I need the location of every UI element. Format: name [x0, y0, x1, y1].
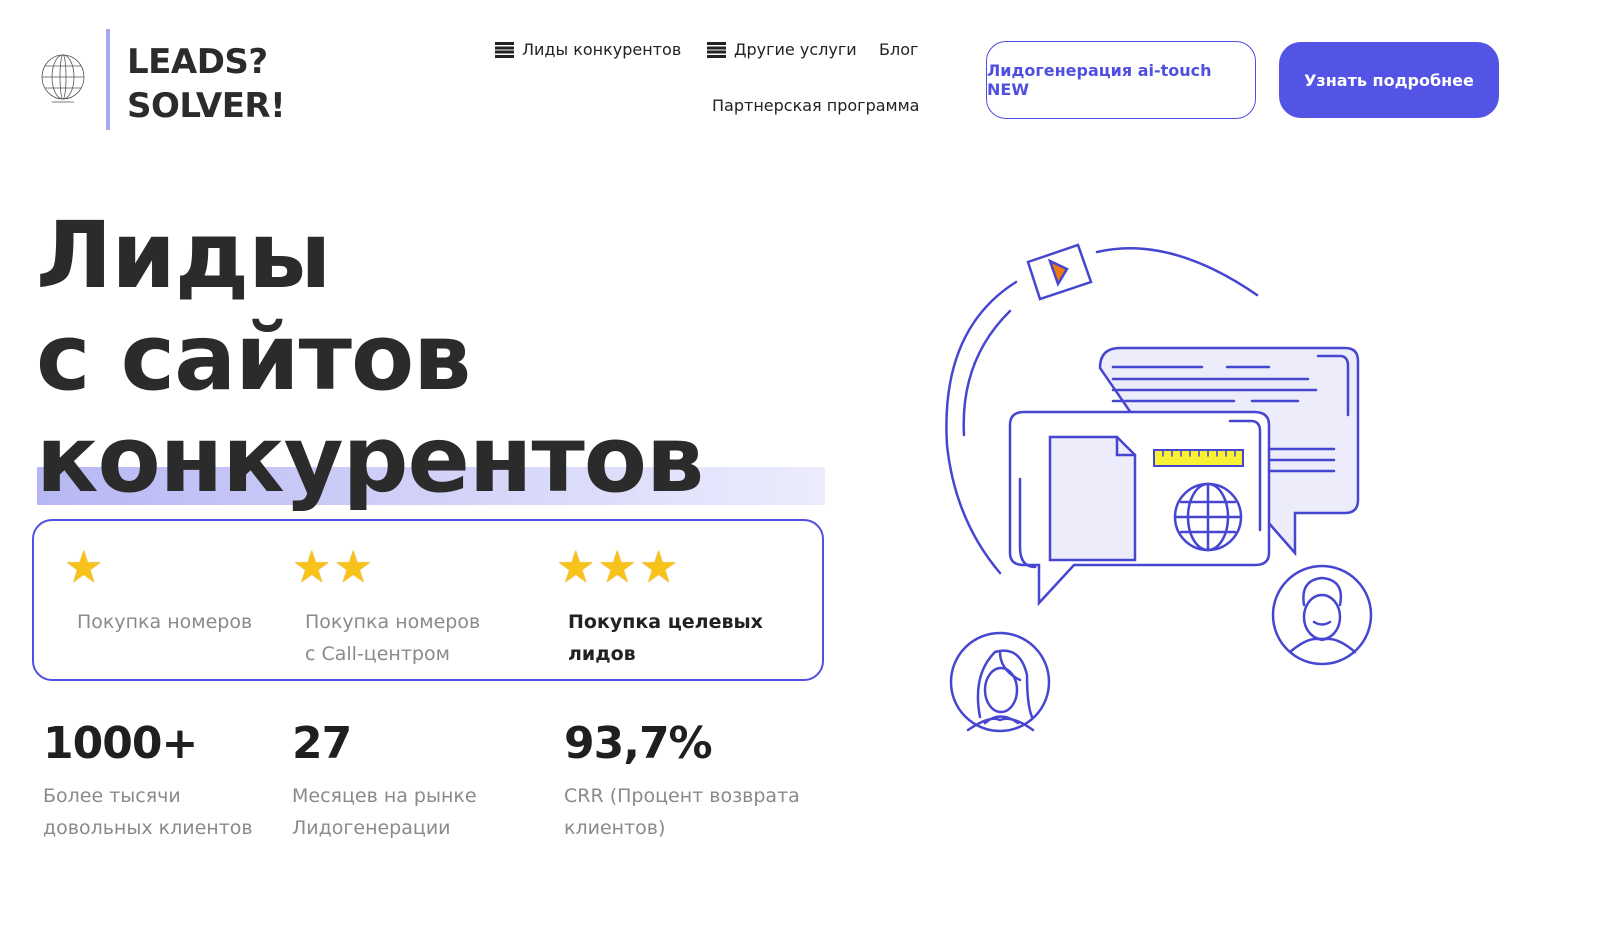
- rating-1-star: ★: [64, 546, 103, 590]
- stat-caption: Месяцев на рынке Лидогенерации: [292, 780, 477, 844]
- nav-other-services[interactable]: Другие услуги: [707, 40, 857, 59]
- page-title: Лиды с сайтов конкурентов: [36, 202, 704, 513]
- level-text: лидов: [568, 643, 636, 665]
- menu-icon: [707, 41, 726, 58]
- nav-label: Партнерская программа: [712, 96, 920, 115]
- stat-value: 1000+: [43, 718, 198, 769]
- stat-text: довольных клиентов: [43, 817, 253, 839]
- star-icon: ★: [597, 542, 637, 593]
- hero-illustration: [900, 220, 1400, 744]
- user-avatar-female: [949, 631, 1051, 733]
- rating-2-stars: ★ ★: [292, 546, 373, 590]
- star-icon: ★: [638, 542, 679, 593]
- logo-line: SOLVER!: [127, 86, 286, 126]
- nav-label: Другие услуги: [734, 40, 857, 59]
- logo-divider: [106, 29, 110, 130]
- level-text: с Call-центром: [305, 643, 450, 665]
- level-label: Покупка номеров: [77, 606, 252, 638]
- level-text: Покупка целевых: [568, 611, 763, 633]
- title-highlight: [37, 467, 825, 505]
- star-icon: ★: [64, 542, 104, 593]
- title-line: с сайтов: [36, 304, 471, 411]
- stat-text: Месяцев на рынке: [292, 785, 477, 807]
- learn-more-button[interactable]: Узнать подробнее: [1279, 42, 1499, 118]
- video-icon: [1026, 243, 1093, 301]
- logo[interactable]: LEADS? SOLVER!: [127, 40, 286, 128]
- nav-label: Блог: [879, 40, 919, 59]
- stat-text: клиентов): [564, 817, 666, 839]
- stat-value: 27: [292, 718, 352, 769]
- stat-caption: CRR (Процент возврата клиентов): [564, 780, 800, 844]
- logo-globe-icon: [40, 54, 86, 108]
- globe-icon: [1173, 482, 1243, 552]
- title-line: Лиды: [36, 202, 331, 309]
- stat-value: 93,7%: [564, 718, 713, 769]
- stat-text: CRR (Процент возврата: [564, 785, 800, 807]
- ai-touch-button[interactable]: Лидогенерация ai-touch NEW: [986, 41, 1256, 119]
- nav-label: Лиды конкурентов: [522, 40, 682, 59]
- user-avatar-male: [1271, 564, 1373, 666]
- level-label: Покупка целевых лидов: [568, 606, 763, 670]
- stat-text: Более тысячи: [43, 785, 181, 807]
- nav-partner-program[interactable]: Партнерская программа: [712, 96, 919, 115]
- rating-3-stars: ★ ★ ★: [556, 546, 678, 590]
- menu-icon: [495, 41, 514, 58]
- star-icon: ★: [333, 542, 373, 593]
- nav-blog[interactable]: Блог: [879, 40, 918, 59]
- level-text: Покупка номеров: [77, 611, 253, 633]
- stat-text: Лидогенерации: [292, 817, 451, 839]
- star-icon: ★: [292, 542, 332, 593]
- logo-line: LEADS?: [127, 42, 268, 82]
- title-line: конкурентов: [36, 406, 704, 513]
- stat-caption: Более тысячи довольных клиентов: [43, 780, 253, 844]
- level-label: Покупка номеров с Call-центром: [305, 606, 480, 670]
- nav-leads-competitors[interactable]: Лиды конкурентов: [495, 40, 681, 59]
- star-icon: ★: [556, 542, 596, 593]
- service-levels-box: [32, 519, 824, 681]
- level-text: Покупка номеров: [305, 611, 481, 633]
